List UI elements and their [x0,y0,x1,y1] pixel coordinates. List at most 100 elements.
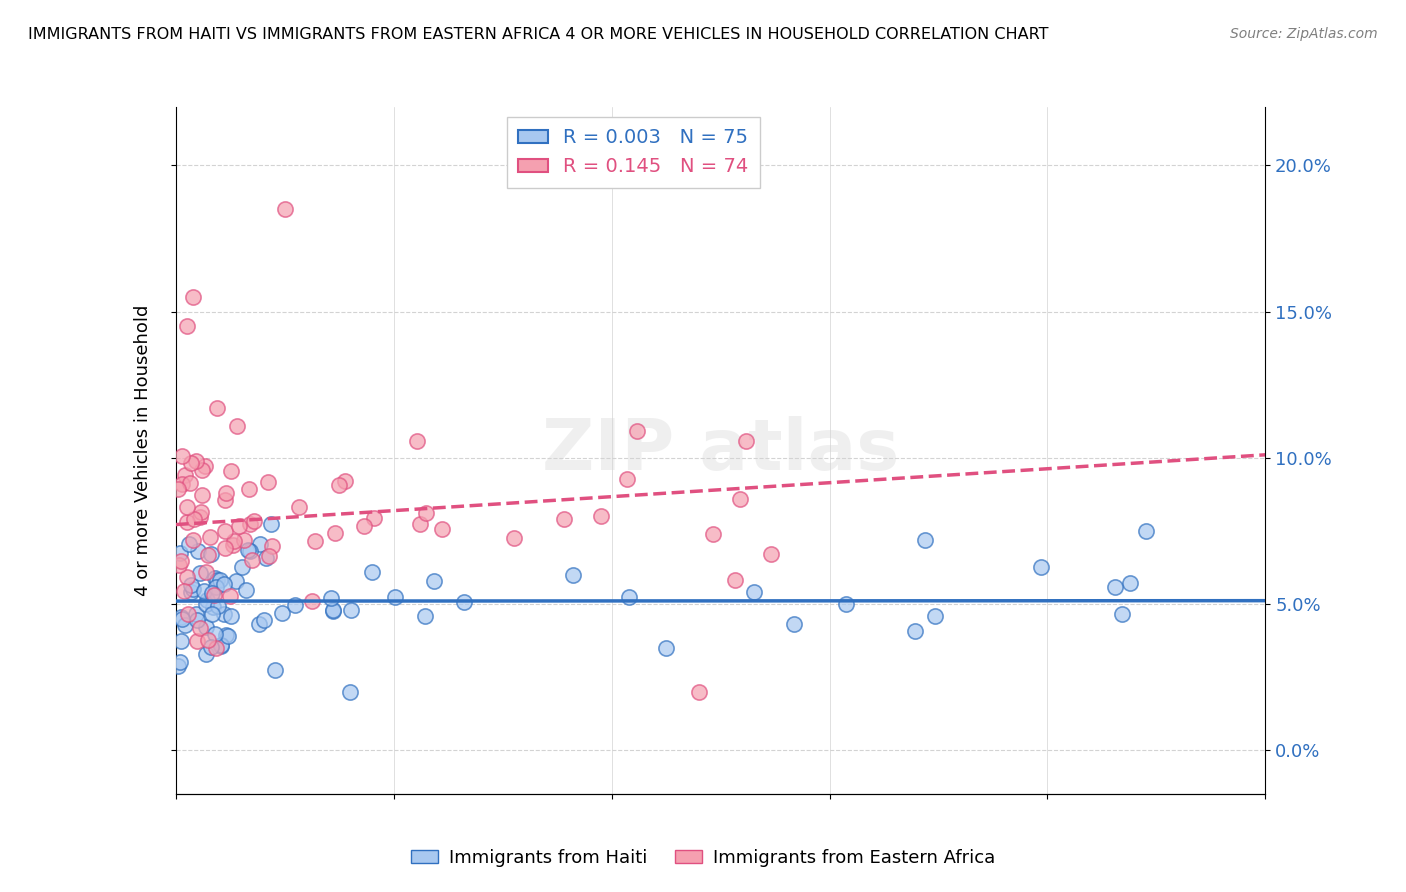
Immigrants from Eastern Africa [215,486,238,500]
Immigrants from Eastern Africa [408,516,430,531]
Immigrants from Eastern Africa [301,594,323,608]
Immigrants from Haiti [201,607,224,621]
Immigrants from Eastern Africa [260,540,283,554]
Y-axis label: 4 or more Vehicles in Household: 4 or more Vehicles in Household [134,305,152,596]
Immigrants from Eastern Africa [194,458,217,473]
Immigrants from Haiti [834,597,856,611]
Immigrants from Haiti [195,597,218,611]
Immigrants from Eastern Africa [232,533,254,547]
Immigrants from Eastern Africa [170,554,193,568]
Immigrants from Haiti [742,584,765,599]
Immigrants from Haiti [190,566,212,581]
Immigrants from Eastern Africa [240,553,263,567]
Immigrants from Eastern Africa [616,472,638,486]
Immigrants from Eastern Africa [238,483,260,497]
Immigrants from Haiti [215,628,238,642]
Immigrants from Haiti [1118,576,1140,591]
Immigrants from Haiti [423,574,446,588]
Immigrants from Haiti [413,609,436,624]
Immigrants from Haiti [253,613,276,627]
Immigrants from Eastern Africa [179,475,201,490]
Immigrants from Haiti [239,544,262,558]
Immigrants from Haiti [249,537,271,551]
Immigrants from Eastern Africa [503,532,526,546]
Immigrants from Haiti [201,586,224,600]
Immigrants from Haiti [619,591,641,605]
Immigrants from Eastern Africa [626,424,648,438]
Immigrants from Haiti [209,638,232,652]
Immigrants from Haiti [195,648,218,662]
Immigrants from Eastern Africa [170,477,193,491]
Immigrants from Haiti [235,582,257,597]
Immigrants from Haiti [209,639,232,653]
Immigrants from Eastern Africa [257,475,280,490]
Immigrants from Eastern Africa [214,541,236,556]
Immigrants from Haiti [193,583,215,598]
Immigrants from Eastern Africa [688,684,710,698]
Immigrants from Haiti [221,608,243,623]
Immigrants from Eastern Africa [214,493,236,508]
Immigrants from Eastern Africa [176,570,198,584]
Immigrants from Haiti [256,551,278,566]
Immigrants from Eastern Africa [184,454,207,468]
Immigrants from Eastern Africa [333,474,356,488]
Immigrants from Eastern Africa [205,641,228,656]
Immigrants from Haiti [200,547,222,561]
Immigrants from Eastern Africa [197,633,219,648]
Immigrants from Haiti [169,633,191,648]
Immigrants from Haiti [202,600,225,615]
Immigrants from Haiti [339,603,361,617]
Immigrants from Eastern Africa [415,506,437,520]
Legend: R = 0.003   N = 75, R = 0.145   N = 74: R = 0.003 N = 75, R = 0.145 N = 74 [506,117,761,188]
Immigrants from Haiti [180,585,202,599]
Immigrants from Haiti [562,568,585,582]
Immigrants from Haiti [903,624,925,638]
Immigrants from Haiti [208,573,231,587]
Immigrants from Haiti [177,536,200,550]
Immigrants from Eastern Africa [186,634,208,648]
Immigrants from Eastern Africa [724,573,747,587]
Immigrants from Haiti [1135,524,1157,538]
Immigrants from Eastern Africa [176,515,198,529]
Immigrants from Eastern Africa [257,549,280,563]
Immigrants from Eastern Africa [228,519,250,533]
Immigrants from Eastern Africa [198,530,221,544]
Immigrants from Eastern Africa [288,500,311,514]
Immigrants from Haiti [167,659,190,673]
Immigrants from Eastern Africa [353,519,375,533]
Immigrants from Haiti [914,533,936,547]
Immigrants from Haiti [205,574,228,588]
Immigrants from Haiti [181,582,204,597]
Immigrants from Haiti [260,517,283,532]
Immigrants from Eastern Africa [363,511,385,525]
Immigrants from Eastern Africa [183,533,205,547]
Immigrants from Haiti [1029,559,1052,574]
Immigrants from Eastern Africa [167,482,190,496]
Immigrants from Eastern Africa [242,514,264,528]
Immigrants from Haiti [384,590,406,604]
Immigrants from Eastern Africa [735,434,758,448]
Immigrants from Eastern Africa [194,566,217,580]
Immigrants from Eastern Africa [218,589,240,603]
Immigrants from Haiti [169,546,191,560]
Immigrants from Eastern Africa [202,588,225,602]
Immigrants from Eastern Africa [180,456,202,470]
Immigrants from Haiti [225,574,247,588]
Immigrants from Eastern Africa [591,508,613,523]
Immigrants from Haiti [1111,607,1133,621]
Immigrants from Haiti [186,607,208,622]
Immigrants from Eastern Africa [190,505,212,519]
Immigrants from Eastern Africa [432,522,454,536]
Immigrants from Haiti [271,607,294,621]
Immigrants from Haiti [231,559,253,574]
Immigrants from Haiti [236,543,259,558]
Immigrants from Haiti [212,577,235,591]
Immigrants from Eastern Africa [274,202,297,217]
Immigrants from Eastern Africa [177,607,200,622]
Immigrants from Eastern Africa [222,538,245,552]
Immigrants from Eastern Africa [304,534,326,549]
Immigrants from Eastern Africa [759,547,782,561]
Immigrants from Haiti [200,640,222,654]
Immigrants from Haiti [924,608,946,623]
Immigrants from Eastern Africa [239,517,262,532]
